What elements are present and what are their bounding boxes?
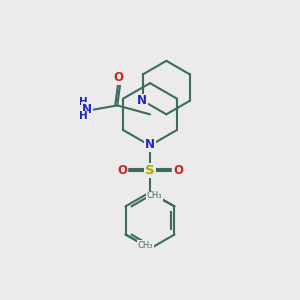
Text: H: H	[79, 98, 88, 107]
Text: S: S	[145, 164, 155, 177]
Text: CH₃: CH₃	[138, 241, 153, 250]
Text: O: O	[114, 71, 124, 84]
Text: N: N	[137, 94, 147, 107]
Text: N: N	[82, 103, 92, 116]
Text: H: H	[79, 111, 88, 122]
Text: O: O	[173, 164, 183, 177]
Text: O: O	[117, 164, 127, 177]
Text: N: N	[145, 138, 155, 152]
Text: CH₃: CH₃	[147, 191, 162, 200]
